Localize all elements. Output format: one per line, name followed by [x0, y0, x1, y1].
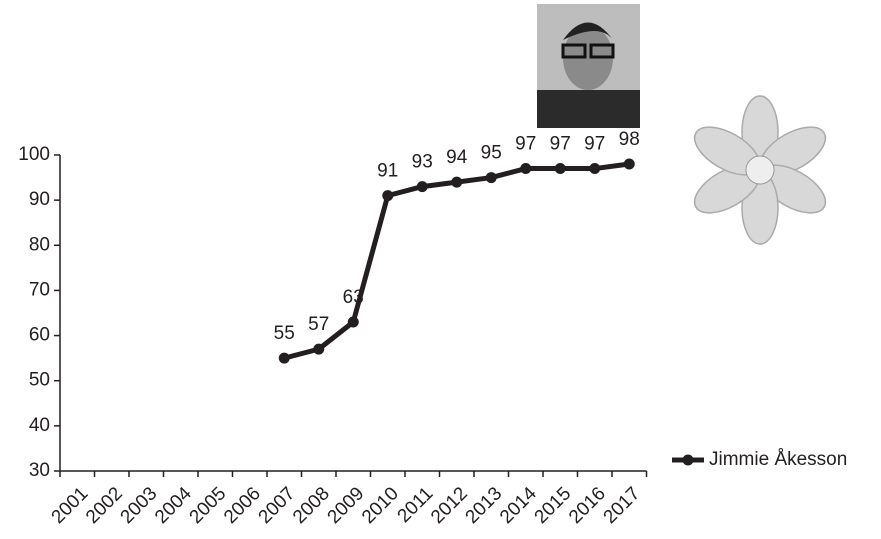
data-point	[451, 176, 463, 188]
data-point	[313, 343, 325, 355]
y-tick-label: 40	[29, 415, 50, 436]
data-label: 93	[412, 152, 433, 173]
x-tick-label: 2008	[289, 483, 334, 528]
legend-marker	[682, 454, 694, 466]
x-tick-label: 2013	[462, 483, 507, 528]
data-label: 98	[619, 129, 640, 150]
x-tick-label: 2015	[531, 483, 576, 528]
x-tick-label: 2016	[565, 483, 610, 528]
portrait-photo	[537, 4, 640, 128]
x-tick-label: 2002	[82, 483, 127, 528]
y-tick-label: 60	[29, 325, 50, 346]
legend-label: Jimmie Åkesson	[709, 449, 847, 470]
y-tick-label: 50	[29, 370, 50, 391]
x-tick-label: 2001	[48, 483, 93, 528]
x-tick-label: 2004	[151, 483, 196, 528]
data-point	[485, 172, 497, 184]
x-tick-label: 2006	[220, 483, 265, 528]
x-tick-label: 2017	[600, 483, 645, 528]
x-tick-label: 2007	[255, 483, 300, 528]
x-tick-label: 2003	[117, 483, 162, 528]
data-label: 94	[446, 147, 468, 168]
x-tick-label: 2012	[427, 483, 472, 528]
data-label: 97	[515, 134, 536, 155]
data-point	[589, 163, 601, 175]
data-point	[554, 163, 566, 175]
data-point	[347, 316, 359, 328]
y-tick-label: 80	[29, 234, 50, 255]
data-point	[382, 190, 394, 202]
x-tick-label: 2005	[186, 483, 231, 528]
data-label: 91	[377, 161, 398, 182]
data-point	[416, 181, 428, 193]
flower-logo	[693, 95, 827, 245]
data-label: 95	[481, 143, 502, 164]
y-tick-label: 30	[29, 460, 50, 481]
data-label: 57	[308, 314, 329, 335]
y-tick-label: 100	[18, 144, 50, 165]
data-point	[623, 158, 635, 170]
x-tick-label: 2014	[496, 483, 541, 528]
data-point	[278, 352, 290, 364]
data-point	[520, 163, 532, 175]
x-tick-label: 2009	[324, 483, 369, 528]
data-label: 55	[274, 323, 295, 344]
data-label: 63	[343, 287, 364, 308]
series-line	[283, 161, 630, 361]
data-label: 97	[550, 134, 571, 155]
y-tick-label: 70	[29, 279, 50, 300]
data-label: 97	[584, 134, 605, 155]
x-tick-label: 2010	[358, 483, 403, 528]
y-tick-label: 90	[29, 189, 50, 210]
x-tick-label: 2011	[394, 483, 438, 527]
